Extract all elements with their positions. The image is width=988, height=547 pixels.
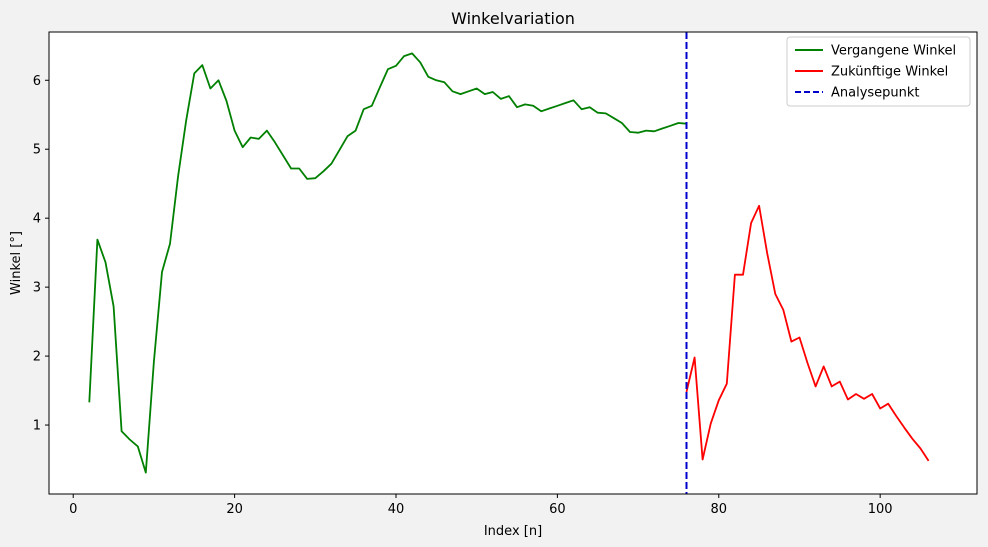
legend-label: Analysepunkt [831, 86, 920, 101]
x-tick-label: 20 [226, 502, 243, 517]
x-tick-label: 80 [711, 502, 728, 517]
chart-title: Winkelvariation [451, 9, 575, 28]
y-tick-label: 4 [33, 212, 41, 227]
x-tick-label: 0 [69, 502, 77, 517]
plot-area [88, 32, 930, 494]
y-tick-label: 1 [33, 419, 41, 434]
x-tick-label: 100 [868, 502, 893, 517]
x-axis-label: Index [n] [484, 524, 542, 539]
series-line-0 [88, 52, 687, 474]
y-axis-label: Winkel [°] [9, 231, 24, 295]
legend: Vergangene Winkel Zukünftige Winkel Analys… [786, 36, 971, 107]
plot-background [49, 32, 977, 494]
x-tick-label: 40 [388, 502, 405, 517]
legend-label: Vergangene Winkel [831, 44, 956, 59]
y-tick-label: 5 [33, 143, 41, 158]
plot-frame [48, 31, 978, 495]
legend-label: Zukünftige Winkel [831, 65, 948, 80]
tick-layer: 0 20 40 60 80 100 1 2 3 4 5 6 [33, 74, 893, 517]
y-tick-label: 3 [33, 281, 41, 296]
legend-box [786, 36, 971, 107]
y-tick-label: 2 [33, 350, 41, 365]
y-tick-label: 6 [33, 74, 41, 89]
x-tick-label: 60 [549, 502, 566, 517]
series-line-1 [685, 204, 930, 462]
